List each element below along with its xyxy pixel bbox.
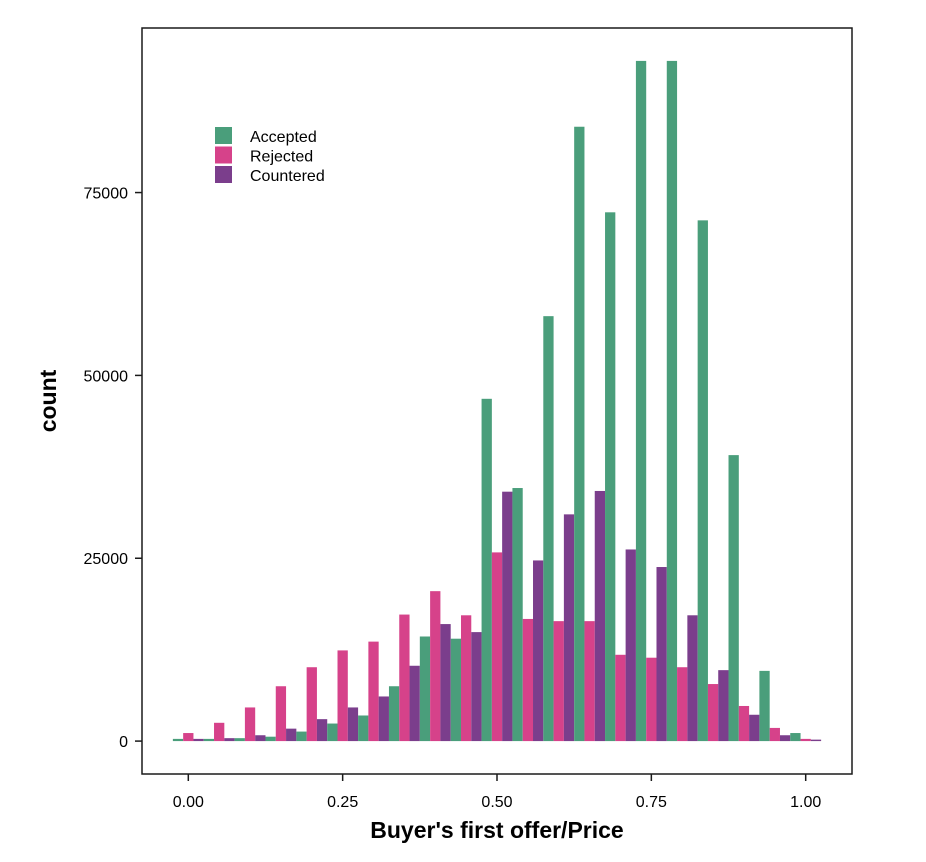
bar-countered-10 (502, 491, 513, 742)
bar-accepted-7 (388, 686, 400, 742)
legend-swatch-accepted (215, 127, 232, 144)
bar-countered-6 (378, 696, 389, 742)
bar-accepted-12 (543, 316, 554, 742)
bar-rejected-13 (584, 621, 595, 742)
bar-countered-4 (316, 719, 328, 742)
bar-accepted-17 (697, 220, 708, 742)
legend-label-rejected: Rejected (250, 149, 313, 166)
bar-rejected-18 (738, 705, 750, 742)
bar-rejected-20 (800, 738, 811, 742)
bar-rejected-15 (646, 657, 657, 742)
legend-swatch-countered (215, 166, 232, 183)
bar-countered-3 (286, 728, 297, 742)
bar-rejected-8 (430, 591, 441, 742)
legend-label-accepted: Accepted (250, 129, 317, 146)
bar-accepted-14 (605, 212, 616, 742)
legend-swatch-rejected (215, 146, 232, 164)
bar-countered-7 (409, 665, 420, 742)
bar-accepted-16 (666, 60, 678, 742)
bar-countered-0 (193, 738, 204, 742)
y-tick-label: 75000 (84, 186, 129, 203)
bar-countered-8 (440, 624, 451, 742)
bar-accepted-13 (574, 126, 585, 742)
bar-accepted-8 (419, 636, 431, 742)
y-axis-title: count (35, 369, 61, 432)
bar-accepted-19 (759, 670, 770, 742)
bar-countered-16 (687, 615, 698, 742)
bar-rejected-5 (337, 650, 348, 742)
bar-accepted-3 (265, 736, 276, 742)
y-axis: 0 25000 50000 75000 (84, 186, 142, 751)
bar-countered-14 (625, 549, 636, 742)
x-tick-label: 0.25 (327, 794, 358, 811)
bar-accepted-1 (203, 738, 215, 742)
bar-accepted-15 (635, 60, 647, 742)
bar-countered-9 (471, 632, 482, 742)
bar-accepted-6 (358, 715, 369, 742)
bar-countered-1 (224, 738, 235, 742)
bar-countered-13 (594, 490, 606, 742)
bar-accepted-18 (728, 455, 739, 742)
bar-rejected-17 (707, 684, 719, 742)
x-tick-label: 0.50 (481, 794, 512, 811)
bar-rejected-16 (677, 667, 688, 742)
bar-countered-20 (810, 739, 822, 742)
bar-rejected-1 (214, 722, 225, 742)
bar-rejected-14 (615, 654, 626, 742)
bar-accepted-11 (512, 488, 523, 742)
y-tick-label: 50000 (84, 368, 129, 385)
y-tick-label: 25000 (84, 551, 129, 568)
bar-rejected-2 (244, 707, 256, 742)
bar-accepted-9 (450, 638, 461, 742)
bar-rejected-12 (553, 621, 564, 742)
bar-accepted-10 (481, 398, 492, 742)
bar-accepted-5 (327, 723, 338, 742)
bar-rejected-4 (306, 667, 317, 742)
bar-rejected-19 (769, 727, 780, 742)
bars-layer (172, 60, 822, 742)
bar-countered-19 (779, 735, 791, 742)
bar-countered-11 (533, 560, 544, 742)
x-tick-label: 0.75 (636, 794, 667, 811)
y-tick-label: 0 (119, 734, 128, 751)
bar-rejected-9 (460, 615, 472, 742)
bar-accepted-2 (234, 738, 245, 742)
bar-countered-17 (718, 670, 729, 742)
bar-rejected-0 (183, 733, 194, 742)
bar-rejected-6 (368, 641, 379, 742)
bar-accepted-4 (296, 731, 307, 742)
bar-countered-15 (656, 567, 667, 742)
bar-rejected-7 (399, 614, 410, 742)
bar-accepted-20 (790, 733, 801, 742)
bar-countered-5 (347, 707, 359, 742)
bar-rejected-11 (522, 618, 534, 742)
x-tick-label: 1.00 (790, 794, 821, 811)
bar-countered-2 (255, 735, 266, 742)
x-tick-label: 0.00 (173, 794, 204, 811)
x-axis: 0.00 0.25 0.50 0.75 1.00 (173, 774, 821, 811)
legend-label-countered: Countered (250, 168, 325, 185)
bar-rejected-3 (275, 686, 287, 742)
legend: Accepted Rejected Countered (215, 127, 325, 185)
bar-countered-18 (749, 714, 760, 742)
bar-rejected-10 (491, 552, 503, 742)
x-axis-title: Buyer's first offer/Price (370, 817, 623, 843)
bar-countered-12 (563, 514, 575, 742)
bar-accepted-0 (172, 738, 184, 742)
